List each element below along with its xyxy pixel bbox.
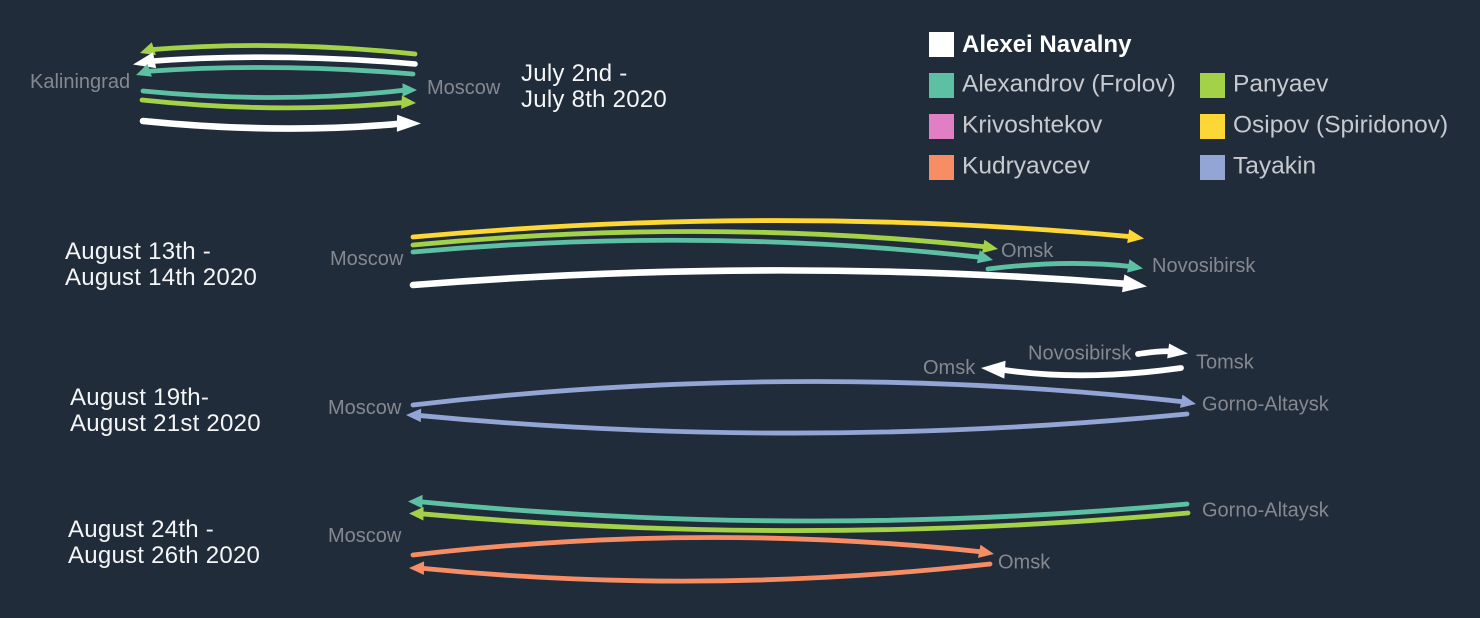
svg-text:July 2nd -: July 2nd -	[521, 60, 628, 87]
svg-text:Gorno-Altaysk: Gorno-Altaysk	[1202, 394, 1330, 416]
svg-text:Omsk: Omsk	[998, 552, 1051, 574]
svg-text:Tayakin: Tayakin	[1233, 153, 1316, 180]
svg-text:Tomsk: Tomsk	[1196, 352, 1255, 374]
svg-text:Omsk: Omsk	[1001, 240, 1054, 262]
svg-text:Alexandrov (Frolov): Alexandrov (Frolov)	[962, 71, 1176, 98]
svg-text:Kaliningrad: Kaliningrad	[30, 71, 130, 93]
svg-text:Novosibirsk: Novosibirsk	[1028, 343, 1132, 365]
svg-text:Krivoshtekov: Krivoshtekov	[962, 112, 1103, 139]
svg-text:August 14th 2020: August 14th 2020	[65, 264, 257, 291]
svg-text:Panyaev: Panyaev	[1233, 71, 1329, 98]
svg-text:July 8th 2020: July 8th 2020	[521, 86, 667, 113]
svg-text:Osipov (Spiridonov): Osipov (Spiridonov)	[1233, 112, 1448, 139]
svg-text:Novosibirsk: Novosibirsk	[1152, 255, 1256, 277]
svg-text:Omsk: Omsk	[923, 357, 976, 379]
svg-text:August 21st 2020: August 21st 2020	[70, 410, 261, 437]
svg-text:August 19th-: August 19th-	[70, 384, 209, 411]
svg-text:Moscow: Moscow	[328, 397, 402, 419]
svg-text:Kudryavcev: Kudryavcev	[962, 153, 1091, 180]
svg-text:Alexei Navalny: Alexei Navalny	[962, 31, 1132, 58]
svg-text:August 26th 2020: August 26th 2020	[68, 542, 260, 569]
svg-text:Gorno-Altaysk: Gorno-Altaysk	[1202, 500, 1330, 522]
svg-text:August 13th -: August 13th -	[65, 238, 211, 265]
svg-text:Moscow: Moscow	[427, 77, 501, 99]
svg-text:Moscow: Moscow	[330, 248, 404, 270]
svg-text:Moscow: Moscow	[328, 525, 402, 547]
svg-text:August 24th -: August 24th -	[68, 516, 214, 543]
